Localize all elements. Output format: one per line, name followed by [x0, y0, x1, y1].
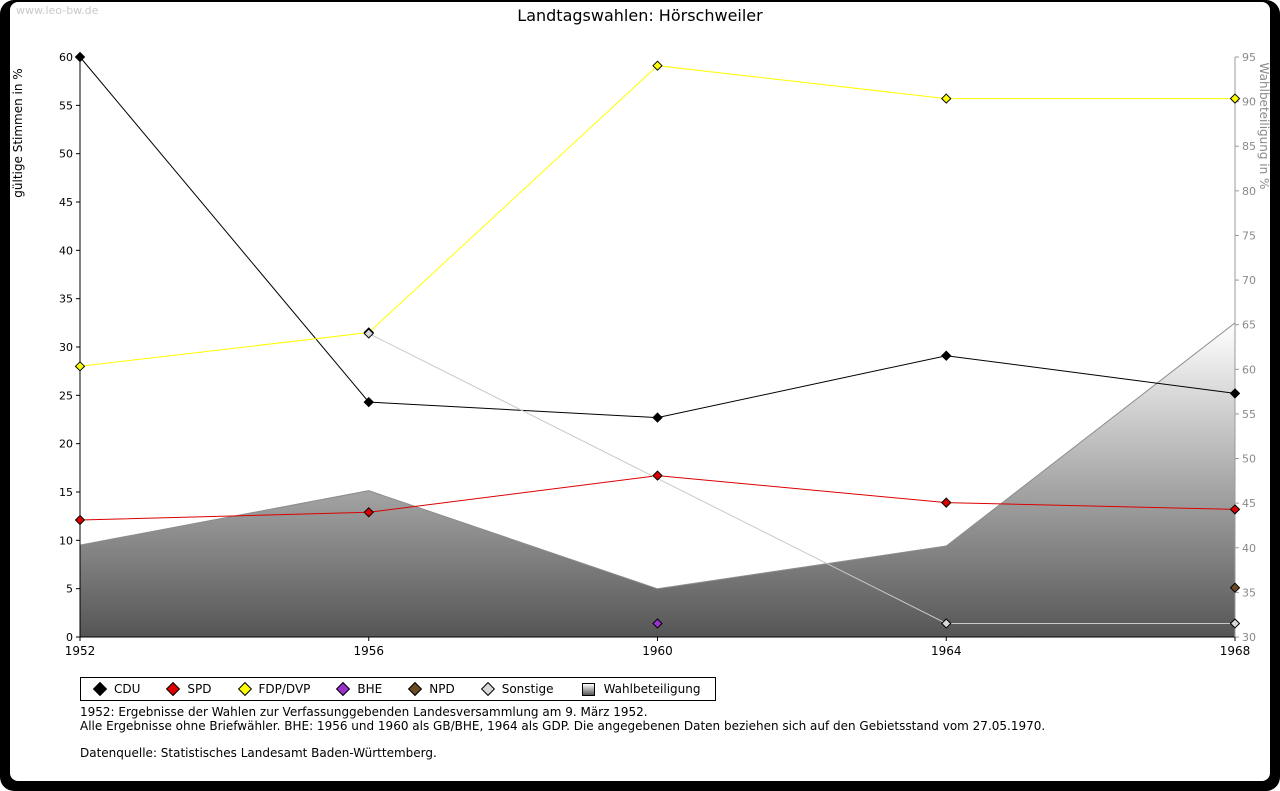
right-tick-label: 45 — [1242, 497, 1256, 510]
left-tick-label: 20 — [59, 438, 73, 451]
chart-title: Landtagswahlen: Hörschweiler — [517, 6, 763, 25]
right-tick-label: 70 — [1242, 274, 1256, 287]
sonstige-marker — [941, 618, 952, 629]
left-tick-label: 10 — [59, 534, 73, 547]
fdp-dvp-marker — [941, 93, 952, 104]
right-tick-label: 80 — [1242, 185, 1256, 198]
bhe-marker — [652, 618, 663, 629]
left-tick-label: 35 — [59, 293, 73, 306]
legend-item-sonstige: Sonstige — [480, 681, 554, 697]
left-axis-title: gültige Stimmen in % — [11, 68, 25, 197]
right-tick-label: 50 — [1242, 453, 1256, 466]
legend-item-fdp-dvp: FDP/DVP — [237, 681, 311, 697]
left-tick-label: 45 — [59, 196, 73, 209]
legend-item-npd: NPD — [408, 681, 455, 697]
right-tick-label: 85 — [1242, 140, 1256, 153]
cdu-marker — [652, 412, 663, 423]
spd-marker — [363, 507, 374, 518]
fdp-dvp-marker — [652, 60, 663, 71]
legend-label: FDP/DVP — [258, 682, 311, 696]
right-tick-label: 90 — [1242, 96, 1256, 109]
cdu-marker — [941, 350, 952, 361]
wahlbeteiligung-area — [80, 322, 1235, 637]
cdu-marker — [363, 396, 374, 408]
cdu-legend-marker — [92, 681, 108, 697]
x-tick-label: 1964 — [931, 644, 962, 658]
npd-marker — [1229, 582, 1241, 593]
x-tick-label: 1960 — [642, 644, 673, 658]
data-source: Datenquelle: Statistisches Landesamt Bad… — [80, 746, 437, 760]
x-tick-label: 1956 — [353, 644, 384, 658]
left-tick-label: 60 — [59, 51, 73, 64]
chart-legend: CDU SPD FDP/DVP BHE NPD Sonstige Wahlbeteiligu… — [80, 677, 716, 701]
right-tick-label: 60 — [1242, 363, 1256, 376]
chart-footnotes: 1952: Ergebnisse der Wahlen zur Verfassu… — [80, 705, 1045, 760]
watermark: www.leo-bw.de — [16, 4, 99, 17]
npd-legend-marker — [408, 681, 423, 697]
spd-marker — [941, 497, 952, 508]
sonstige-marker — [363, 328, 374, 339]
cdu-marker — [1229, 388, 1241, 399]
legend-item-spd: SPD — [166, 681, 212, 697]
footnote-line-1: 1952: Ergebnisse der Wahlen zur Verfassu… — [80, 705, 648, 719]
x-tick-label: 1952 — [65, 644, 96, 658]
spd-legend-marker — [166, 681, 181, 697]
right-tick-label: 95 — [1242, 51, 1256, 64]
legend-label: CDU — [114, 682, 141, 696]
left-tick-label: 30 — [59, 341, 73, 354]
fdp-dvp-marker — [74, 361, 86, 372]
legend-label: SPD — [187, 682, 212, 696]
bhe-legend-marker — [336, 681, 351, 697]
right-tick-label: 55 — [1242, 408, 1256, 421]
sonstige-legend-marker — [480, 681, 495, 697]
right-tick-label: 65 — [1242, 319, 1256, 332]
cdu-line — [79, 56, 1236, 419]
footnote-line-2: Alle Ergebnisse ohne Briefwähler. BHE: 1… — [80, 719, 1046, 733]
fdp-dvp-marker — [1229, 93, 1241, 104]
left-tick-label: 55 — [59, 99, 73, 112]
left-tick-label: 25 — [59, 389, 73, 402]
legend-item-cdu: CDU — [92, 681, 141, 697]
page-content: www.leo-bw.de Landtagswahlen: Hörschweil… — [10, 2, 1270, 781]
legend-item-wahlbeteiligung: Wahlbeteiligung — [581, 682, 701, 696]
left-tick-label: 15 — [59, 486, 73, 499]
legend-label: BHE — [357, 682, 383, 696]
spd-marker — [652, 470, 663, 481]
legend-label: Wahlbeteiligung — [603, 682, 701, 696]
left-tick-label: 0 — [66, 631, 73, 644]
sonstige-marker — [1229, 618, 1241, 629]
cdu-marker — [74, 51, 86, 63]
fdp-dvp-legend-marker — [237, 681, 252, 697]
left-tick-label: 5 — [66, 583, 73, 596]
right-tick-label: 40 — [1242, 542, 1256, 555]
wahlbeteiligung-outline — [79, 322, 1236, 590]
spd-marker — [74, 514, 86, 526]
right-tick-label: 35 — [1242, 586, 1256, 599]
right-tick-label: 30 — [1242, 631, 1256, 644]
wahlbeteiligung-legend-marker — [581, 682, 595, 696]
x-tick-label: 1968 — [1220, 644, 1251, 658]
right-tick-label: 75 — [1242, 229, 1256, 242]
legend-label: NPD — [429, 682, 455, 696]
election-line-chart: 0 5 10 15 20 25 30 35 40 45 50 55 60 30 35 40 45 50 55 60 65… — [11, 51, 1270, 658]
spd-marker — [1229, 504, 1241, 515]
left-tick-label: 40 — [59, 244, 73, 257]
right-axis-title: Wahlbeteiligung in % — [1257, 63, 1270, 190]
legend-item-bhe: BHE — [336, 681, 383, 697]
legend-label: Sonstige — [501, 682, 554, 696]
fdp-dvp-line — [79, 65, 1235, 367]
left-tick-label: 50 — [59, 148, 73, 161]
